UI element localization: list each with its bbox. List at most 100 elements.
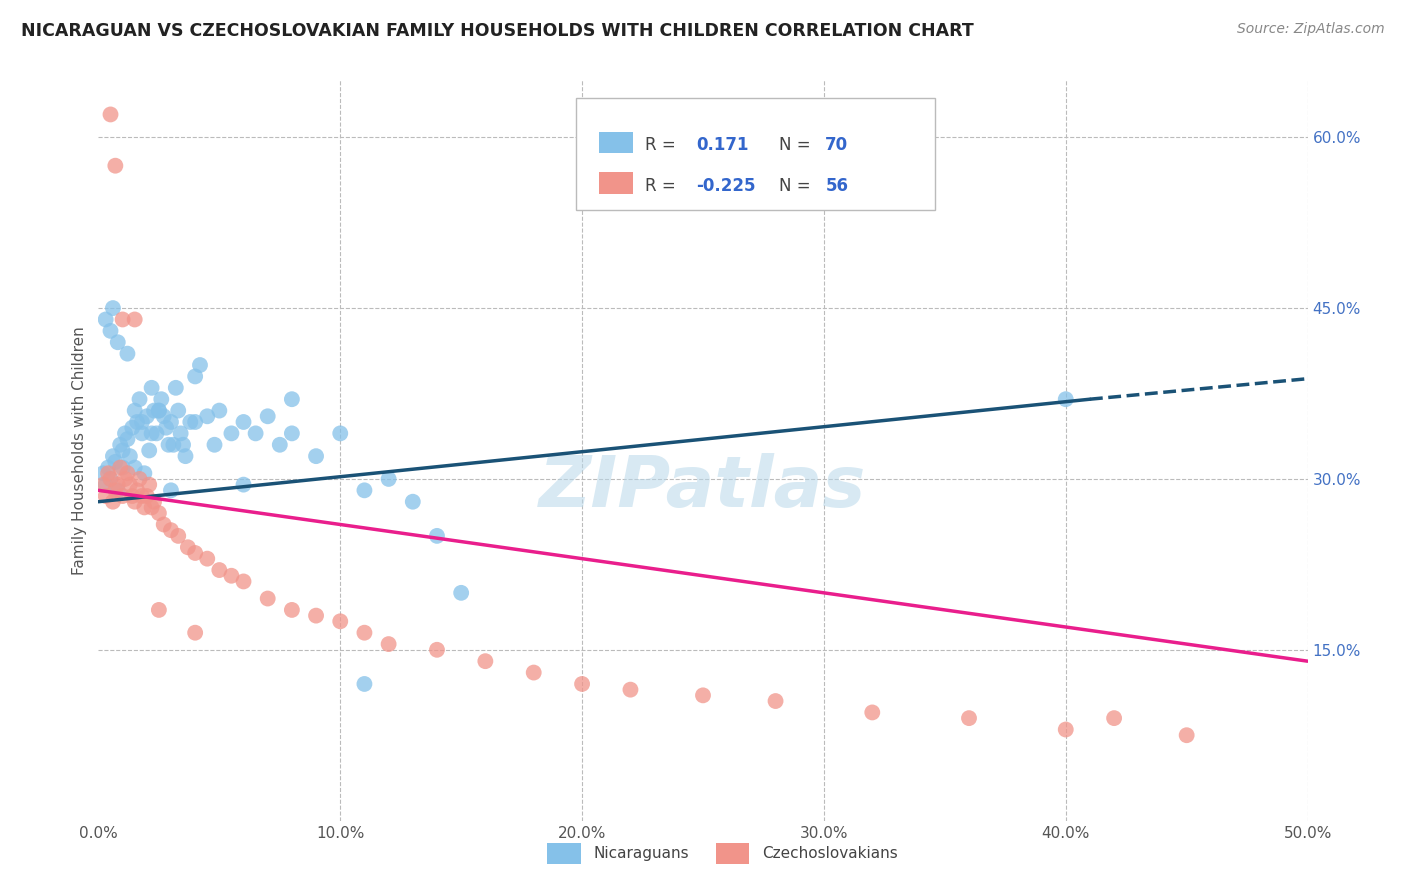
Point: [111, 312, 134, 326]
Point: [204, 438, 226, 452]
Point: [104, 455, 127, 469]
Point: [111, 443, 134, 458]
Point: [377, 637, 399, 651]
Point: [377, 472, 399, 486]
Point: [107, 483, 129, 498]
Point: [1054, 723, 1077, 737]
Point: [91, 467, 114, 481]
Point: [104, 483, 127, 498]
Point: [100, 472, 122, 486]
Point: [108, 460, 131, 475]
Point: [128, 392, 150, 407]
Text: Source: ZipAtlas.com: Source: ZipAtlas.com: [1237, 22, 1385, 37]
Point: [97, 460, 120, 475]
Point: [353, 483, 375, 498]
Point: [167, 403, 190, 417]
Point: [143, 403, 166, 417]
Text: NICARAGUAN VS CZECHOSLOVAKIAN FAMILY HOUSEHOLDS WITH CHILDREN CORRELATION CHART: NICARAGUAN VS CZECHOSLOVAKIAN FAMILY HOU…: [21, 22, 974, 40]
Text: N =: N =: [779, 136, 810, 154]
Point: [188, 358, 211, 372]
Text: 56: 56: [825, 177, 848, 194]
Point: [134, 500, 156, 515]
Point: [160, 523, 183, 537]
Point: [256, 409, 278, 424]
Point: [402, 494, 425, 508]
Point: [184, 625, 207, 640]
Point: [101, 494, 124, 508]
Point: [353, 625, 375, 640]
Point: [169, 426, 191, 441]
Point: [114, 472, 136, 486]
Point: [269, 438, 291, 452]
Point: [195, 551, 218, 566]
Point: [162, 438, 184, 452]
Point: [111, 460, 134, 475]
Point: [117, 467, 139, 481]
Point: [97, 467, 120, 481]
Point: [1175, 728, 1198, 742]
Point: [135, 409, 157, 424]
Point: [107, 477, 129, 491]
Point: [118, 449, 141, 463]
Point: [426, 529, 449, 543]
Point: [94, 477, 117, 491]
Point: [111, 489, 134, 503]
Point: [121, 420, 143, 434]
Point: [165, 381, 187, 395]
Point: [94, 489, 117, 503]
Point: [148, 403, 170, 417]
Point: [124, 460, 146, 475]
Point: [221, 426, 243, 441]
Point: [174, 449, 197, 463]
Point: [135, 489, 157, 503]
Point: [160, 483, 183, 498]
Point: [692, 689, 714, 703]
Point: [117, 346, 139, 360]
Point: [957, 711, 980, 725]
Point: [353, 677, 375, 691]
Point: [104, 159, 127, 173]
Point: [145, 426, 167, 441]
Point: [208, 563, 231, 577]
Point: [138, 443, 160, 458]
Point: [100, 107, 122, 121]
Point: [160, 415, 183, 429]
Point: [141, 426, 163, 441]
Text: Czechoslovakians: Czechoslovakians: [762, 847, 898, 861]
Point: [91, 477, 114, 491]
Text: R =: R =: [645, 136, 676, 154]
Point: [100, 324, 122, 338]
Point: [101, 449, 124, 463]
Text: -0.225: -0.225: [696, 177, 755, 194]
Text: N =: N =: [779, 177, 810, 194]
Point: [108, 438, 131, 452]
Point: [426, 642, 449, 657]
Point: [107, 335, 129, 350]
Point: [157, 438, 180, 452]
Point: [184, 415, 207, 429]
Point: [281, 392, 304, 407]
Point: [128, 472, 150, 486]
Point: [245, 426, 267, 441]
Point: [523, 665, 546, 680]
Point: [860, 706, 883, 720]
Point: [94, 312, 117, 326]
Text: 70: 70: [825, 136, 848, 154]
Point: [148, 506, 170, 520]
Point: [305, 608, 328, 623]
Text: 0.171: 0.171: [696, 136, 748, 154]
Point: [450, 586, 472, 600]
Point: [155, 420, 177, 434]
Point: [1102, 711, 1125, 725]
Point: [195, 409, 218, 424]
Point: [232, 415, 254, 429]
Point: [100, 472, 122, 486]
Point: [127, 483, 149, 498]
Point: [765, 694, 787, 708]
Point: [148, 403, 170, 417]
Point: [329, 426, 352, 441]
Point: [124, 494, 146, 508]
Point: [619, 682, 641, 697]
Text: ZIPatlas: ZIPatlas: [540, 453, 866, 522]
Point: [141, 381, 163, 395]
